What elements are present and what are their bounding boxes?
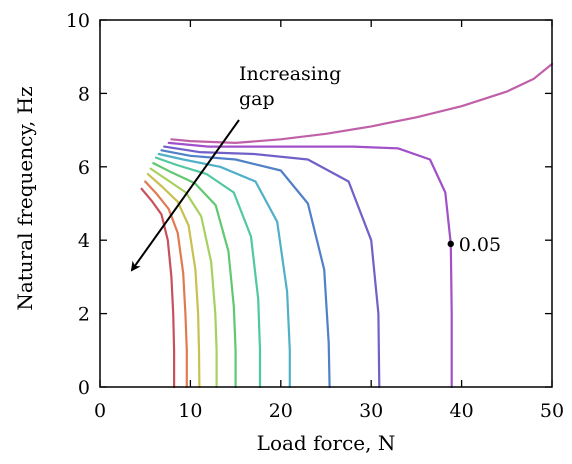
- increasing-gap-arrow: [130, 119, 240, 272]
- series-line-9: [163, 145, 381, 389]
- y-tick-label: 2: [78, 304, 90, 326]
- x-tick-label: 20: [269, 400, 293, 422]
- ticks-layer: 0 10 20 30 40 50 0 2 4 6 8 10: [66, 10, 564, 422]
- series-line-8: [160, 149, 331, 389]
- y-tick-label: 8: [78, 83, 90, 105]
- y-tick-label: 6: [78, 157, 90, 179]
- x-tick-label: 40: [450, 400, 474, 422]
- annotation-text-gap: gap: [239, 88, 275, 110]
- x-tick-label: 10: [178, 400, 202, 422]
- series-line-7: [157, 152, 291, 389]
- y-tick-label: 10: [66, 10, 90, 32]
- series-line-3: [146, 173, 201, 389]
- y-tick-label: 0: [78, 377, 90, 399]
- x-tick-label: 0: [94, 400, 106, 422]
- annotation-text-increasing: Increasing: [239, 63, 341, 85]
- series-line-6: [154, 156, 262, 389]
- series-line-5: [152, 162, 237, 389]
- x-tick-label: 30: [359, 400, 383, 422]
- series-line-10: [167, 141, 453, 389]
- y-axis-label: Natural frequency, Hz: [13, 86, 37, 310]
- y-tick-label: 4: [78, 230, 90, 252]
- x-tick-label: 50: [540, 400, 564, 422]
- series-line-1: [140, 187, 176, 389]
- series-line-11: [170, 62, 554, 144]
- marker-label: 0.05: [459, 234, 501, 256]
- x-axis-label: Load force, N: [257, 431, 396, 455]
- plot-frame: [99, 19, 553, 388]
- series-line-4: [149, 167, 218, 389]
- series-layer: [140, 62, 554, 389]
- series-line-2: [144, 180, 188, 389]
- marker-point: [447, 240, 454, 248]
